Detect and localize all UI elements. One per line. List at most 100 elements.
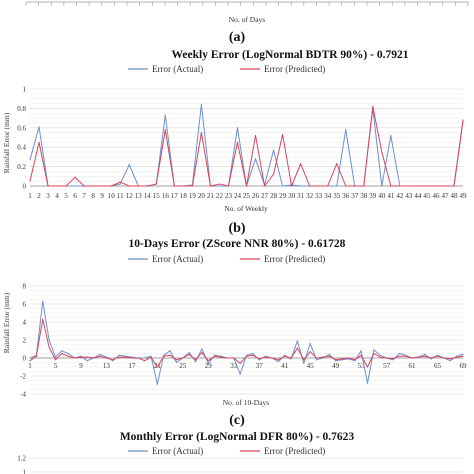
- chart-c-point-actual: [284, 354, 286, 356]
- chart-c-x-tick-label: 49: [332, 362, 340, 370]
- chart-c-point-actual: [436, 354, 439, 356]
- chart-b-point-predicted: [182, 185, 184, 187]
- chart-c-point-predicted: [373, 352, 375, 355]
- chart-c-point-actual: [99, 353, 101, 355]
- chart-b-x-tick-label: 31: [297, 192, 305, 200]
- chart-b-legend-actual: Error (Actual): [152, 64, 203, 74]
- chart-b-point-predicted: [236, 141, 239, 143]
- chart-b-point-predicted: [200, 132, 202, 134]
- chart-b-x-tick-label: 23: [225, 192, 233, 200]
- chart-b-x-tick-label: 25: [243, 192, 251, 200]
- chart-b-point-actual: [218, 185, 221, 187]
- chart-c-x-tick-label: 29: [205, 362, 213, 370]
- chart-c-x-tick-label: 5: [54, 362, 58, 370]
- chart-b-point-predicted: [191, 185, 193, 187]
- chart-b-y-tick-label: 0.4: [17, 144, 26, 152]
- chart-b-point-actual: [300, 185, 302, 187]
- chart-b-x-tick-label: 41: [387, 192, 395, 200]
- chart-b-point-predicted: [101, 185, 103, 187]
- chart-b-x-tick-label: 15: [153, 192, 161, 200]
- chart-b-x-tick-label: 46: [432, 192, 440, 200]
- chart-b: Weekly Error (LogNormal BDTR 90%) - 0.79…: [2, 49, 467, 236]
- chart-c-point-predicted: [163, 355, 165, 357]
- chart-b-point-actual: [74, 185, 76, 187]
- chart-a-x-axis-label: No. of Days: [229, 15, 266, 24]
- chart-c-point-predicted: [296, 347, 299, 349]
- chart-b-legend-predicted: Error (Predicted): [264, 64, 325, 74]
- chart-c-y-tick-label: 4: [23, 319, 27, 327]
- chart-b-point-predicted: [426, 185, 428, 187]
- chart-c-point-predicted: [252, 354, 254, 356]
- chart-c-point-actual: [341, 359, 343, 361]
- chart-b-x-tick-label: 33: [315, 192, 323, 200]
- chart-c-point-predicted: [67, 355, 69, 357]
- chart-c-point-predicted: [360, 354, 362, 356]
- chart-c-point-predicted: [328, 355, 330, 357]
- chart-c-legend-predicted: Error (Predicted): [264, 254, 325, 264]
- chart-b-point-predicted: [83, 185, 85, 187]
- chart-c: 10-Days Error (ZScore NNR 80%) - 0.61728…: [2, 238, 467, 428]
- chart-b-point-predicted: [444, 185, 446, 187]
- chart-c-x-tick-label: 53: [358, 362, 366, 370]
- chart-b-point-predicted: [345, 185, 347, 187]
- chart-b-x-tick-label: 1: [28, 192, 32, 200]
- chart-c-point-actual: [430, 358, 432, 360]
- chart-b-gridlines: [30, 88, 463, 187]
- chart-c-x-axis-label: No. of 10-Days: [223, 398, 270, 407]
- chart-c-point-predicted: [93, 357, 95, 359]
- chart-b-x-tick-label: 28: [270, 192, 278, 200]
- chart-b-point-predicted: [300, 163, 302, 165]
- chart-c-point-actual: [112, 360, 114, 362]
- chart-b-point-predicted: [417, 185, 419, 187]
- chart-b-point-actual: [38, 126, 40, 128]
- chart-c-point-predicted: [73, 357, 76, 359]
- chart-c-x-tick-label: 37: [256, 362, 264, 370]
- chart-b-x-tick-label: 17: [171, 192, 179, 200]
- chart-c-point-actual: [150, 355, 152, 357]
- chart-c-x-tick-label: 57: [383, 362, 391, 370]
- chart-c-point-predicted: [156, 366, 158, 368]
- chart-c-point-actual: [265, 355, 267, 357]
- chart-b-point-actual: [29, 159, 31, 161]
- chart-b-x-tick-label: 9: [100, 192, 104, 200]
- chart-c-point-actual: [86, 360, 88, 362]
- chart-b-point-predicted: [38, 141, 40, 143]
- chart-b-y-axis-label: Rainfall Error (mm): [2, 112, 11, 173]
- chart-b-legend: Error (Actual) Error (Predicted): [128, 64, 325, 74]
- chart-b-point-predicted: [390, 185, 392, 187]
- chart-b-x-tick-label: 18: [180, 192, 188, 200]
- chart-b-x-tick-label: 35: [333, 192, 341, 200]
- chart-c-point-predicted: [124, 356, 127, 358]
- chart-c-point-actual: [175, 361, 178, 364]
- chart-c-point-predicted: [398, 355, 400, 357]
- chart-b-point-predicted: [29, 180, 31, 182]
- chart-c-point-actual: [156, 383, 158, 385]
- chart-b-point-predicted: [435, 185, 437, 187]
- chart-c-point-predicted: [354, 359, 356, 361]
- chart-c-point-predicted: [42, 318, 44, 320]
- chart-c-point-predicted: [277, 359, 279, 361]
- chart-c-x-tick-label: 9: [79, 362, 83, 370]
- chart-b-point-predicted: [254, 134, 257, 137]
- chart-c-x-tick-label: 45: [307, 362, 315, 370]
- chart-c-x-tick-label: 25: [179, 362, 187, 370]
- chart-c-point-actual: [303, 362, 305, 364]
- chart-c-y-tick-label: -4: [20, 391, 26, 399]
- chart-c-point-actual: [456, 355, 458, 357]
- chart-c-y-tick-label: 8: [23, 283, 27, 291]
- chart-b-x-tick-label: 26: [252, 192, 260, 200]
- chart-c-point-predicted: [462, 355, 464, 357]
- chart-b-x-tick-label: 2: [37, 192, 41, 200]
- chart-c-point-predicted: [220, 356, 222, 358]
- chart-b-x-ticks: 1 2 3 4 5 6 7 8 9 10 11 12 13 14 15 16 17 18 19 20 21 22 23 24 2…: [28, 192, 467, 200]
- chart-c-point-predicted: [233, 357, 235, 359]
- chart-c-point-predicted: [335, 359, 337, 361]
- chart-c-point-actual: [201, 348, 203, 350]
- chart-c-y-tick-label: -2: [20, 373, 26, 381]
- chart-c-point-actual: [335, 360, 337, 362]
- chart-b-x-tick-label: 22: [216, 192, 224, 200]
- chart-b-point-predicted: [336, 163, 338, 165]
- chart-c-point-actual: [252, 352, 254, 355]
- chart-b-x-tick-label: 32: [306, 192, 314, 200]
- chart-c-point-predicted: [239, 362, 241, 364]
